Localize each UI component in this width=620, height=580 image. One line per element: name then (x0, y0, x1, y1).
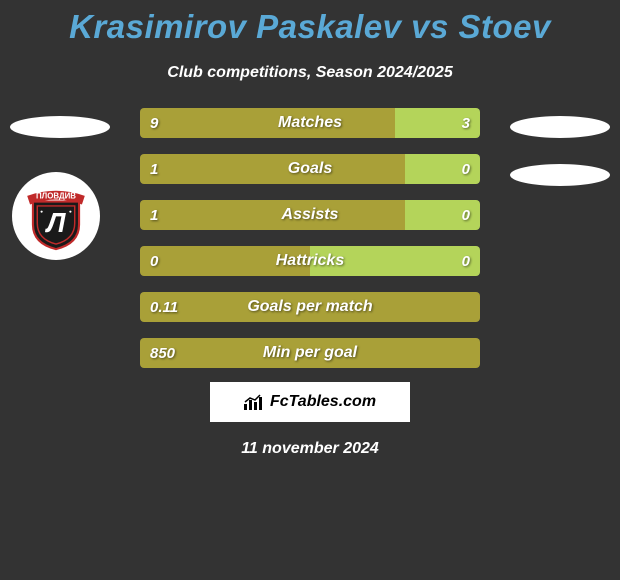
bar-label: Goals per match (140, 298, 480, 316)
stat-bars: 93Matches 10Goals 10Assists 00Hattricks 0.11… (140, 108, 480, 368)
stat-bar-row: 10Goals (140, 154, 480, 184)
player-right-placeholder-ellipse-2 (510, 164, 610, 186)
club-badge-svg: ПЛОВДИВ Л (20, 180, 92, 252)
player-right-placeholder-ellipse-1 (510, 116, 610, 138)
attribution-text: FcTables.com (270, 393, 376, 411)
subtitle: Club competitions, Season 2024/2025 (167, 64, 452, 82)
player-left-placeholder-ellipse (10, 116, 110, 138)
comparison-area: ПЛОВДИВ Л 93Matches 10Goals 10Assists 00Hat… (0, 108, 620, 368)
bar-label: Matches (140, 114, 480, 132)
bar-label: Min per goal (140, 344, 480, 362)
stat-bar-row: 00Hattricks (140, 246, 480, 276)
svg-text:ПЛОВДИВ: ПЛОВДИВ (36, 192, 76, 201)
stat-bar-row: 93Matches (140, 108, 480, 138)
comparison-infographic: Krasimirov Paskalev vs Stoev Club compet… (0, 0, 620, 458)
bar-label: Assists (140, 206, 480, 224)
svg-text:Л: Л (45, 207, 67, 238)
stat-bar-row: 850Min per goal (140, 338, 480, 368)
page-title: Krasimirov Paskalev vs Stoev (69, 8, 551, 46)
bar-label: Hattricks (140, 252, 480, 270)
stat-bar-row: 0.11Goals per match (140, 292, 480, 322)
attribution-badge: FcTables.com (210, 382, 410, 422)
stat-bar-row: 10Assists (140, 200, 480, 230)
club-badge: ПЛОВДИВ Л (12, 172, 100, 260)
bar-label: Goals (140, 160, 480, 178)
chart-icon (244, 394, 264, 410)
date-line: 11 november 2024 (241, 440, 379, 458)
